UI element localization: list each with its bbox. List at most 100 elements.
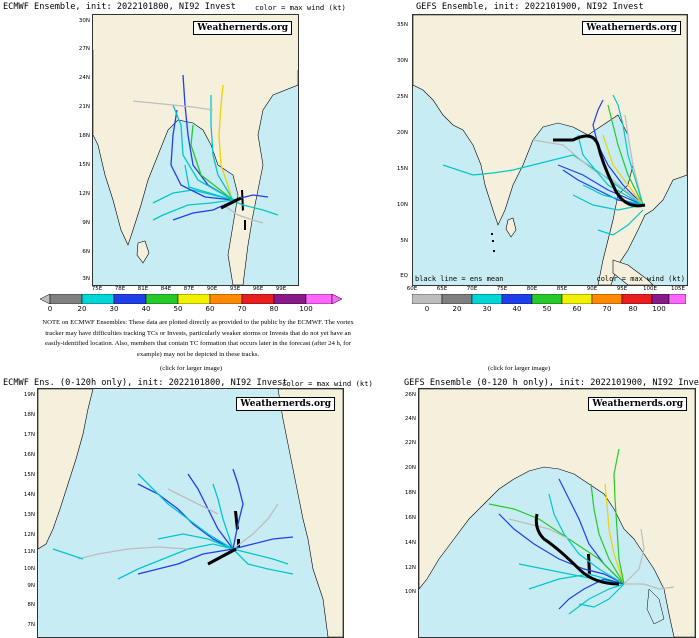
cb-tick: 70: [602, 305, 612, 313]
cb-tick: 100: [299, 305, 313, 313]
cb-tick: 20: [452, 305, 462, 313]
lat-label: 30N: [78, 18, 90, 24]
lat-label: 18N: [23, 412, 35, 418]
gefs-legend-wind: color = max wind (kt): [596, 275, 685, 283]
lat-label: 17N: [23, 432, 35, 438]
lat-label: 5N: [400, 238, 408, 244]
lon-label: 99E: [275, 286, 287, 292]
gefs120-watermark: Weathernerds.org: [588, 397, 687, 411]
lat-label: 13N: [23, 512, 35, 518]
cb-tick: 70: [237, 305, 247, 313]
ecmwf120-panel-title: ECMWF Ens. (0-120h only), init: 20221018…: [3, 378, 288, 388]
ecmwf-watermark: Weathernerds.org: [193, 21, 292, 35]
lon-label: 70E: [466, 286, 478, 292]
ecmwf-wind-note: color = max wind (kt): [255, 3, 346, 12]
cb-tick: 40: [512, 305, 522, 313]
lat-label: 24N: [78, 75, 90, 81]
gefs-120h-panel[interactable]: GEFS Ensemble (0-120 h only), init: 2022…: [382, 376, 699, 638]
gefs-map: Weathernerds.org black line = ens mean c…: [412, 14, 688, 286]
lat-label: 18N: [404, 490, 416, 496]
lon-label: 75E: [91, 286, 103, 292]
lon-label: 100E: [643, 286, 657, 292]
cb-tick: 30: [482, 305, 492, 313]
ecmwf-120h-panel[interactable]: ECMWF Ens. (0-120h only), init: 20221018…: [0, 376, 380, 638]
cb-tick: 20: [77, 305, 87, 313]
click-larger-gefs[interactable]: (click for larger image): [488, 365, 551, 372]
gefs120-panel-title: GEFS Ensemble (0-120 h only), init: 2022…: [404, 378, 699, 388]
lat-label: 10N: [404, 589, 416, 595]
lon-label: 81E: [137, 286, 149, 292]
click-larger-ecmwf[interactable]: (click for larger image): [160, 365, 223, 372]
lat-label: 15N: [23, 472, 35, 478]
lat-label: 12N: [404, 565, 416, 571]
ecmwf120-wind-note: color = max wind (kt): [282, 379, 373, 388]
lat-label: 27N: [78, 46, 90, 52]
cb-tick: 60: [205, 305, 215, 313]
lat-label: 22N: [404, 440, 416, 446]
lat-label: 10N: [23, 566, 35, 572]
cb-tick: 0: [424, 305, 430, 313]
lat-label: 12N: [78, 191, 90, 197]
lat-label: 18N: [78, 133, 90, 139]
cb-tick: 80: [269, 305, 279, 313]
gefs-watermark: Weathernerds.org: [582, 21, 681, 35]
lon-label: 90E: [206, 286, 218, 292]
lat-label: 26N: [404, 392, 416, 398]
cb-tick: 60: [572, 305, 582, 313]
lon-label: 80E: [526, 286, 538, 292]
ecmwf-colorbar: [40, 294, 342, 304]
lat-label: 9N: [27, 583, 35, 589]
ecmwf120-map: Weathernerds.org: [37, 388, 344, 638]
ecmwf-panel-title: ECMWF Ensemble, init: 2022101800, NI92 I…: [3, 2, 236, 12]
lon-label: 65E: [436, 286, 448, 292]
lat-label: EQ: [400, 273, 408, 279]
lon-label: 85E: [556, 286, 568, 292]
lon-label: 90E: [586, 286, 598, 292]
gefs120-map: Weathernerds.org: [418, 388, 696, 638]
gefs-legend-mean: black line = ens mean: [415, 275, 504, 283]
lon-label: 75E: [496, 286, 508, 292]
lon-label: 96E: [252, 286, 264, 292]
lat-label: 11N: [23, 549, 35, 555]
lat-label: 24N: [404, 416, 416, 422]
ecmwf-note: NOTE on ECMWF Ensembles: These data are …: [42, 319, 354, 358]
ecmwf-map: Weathernerds.org: [92, 14, 299, 286]
lat-label: 21N: [78, 104, 90, 110]
cb-tick: 0: [47, 305, 53, 313]
ecmwf-ensemble-panel[interactable]: ECMWF Ensemble, init: 2022101800, NI92 I…: [0, 0, 346, 316]
cb-tick: 50: [542, 305, 552, 313]
lon-label: 93E: [229, 286, 241, 292]
gefs-colorbar: [412, 294, 686, 304]
lat-label: 3N: [82, 276, 90, 282]
cb-tick: 30: [109, 305, 119, 313]
lat-label: 9N: [82, 220, 90, 226]
cb-tick: 100: [652, 305, 666, 313]
lat-label: 7N: [27, 622, 35, 628]
lat-label: 35N: [396, 22, 408, 28]
cb-tick: 40: [141, 305, 151, 313]
cb-tick: 80: [628, 305, 638, 313]
lat-label: 6N: [82, 249, 90, 255]
lat-label: 12N: [23, 532, 35, 538]
lat-label: 19N: [23, 392, 35, 398]
lon-label: 105E: [671, 286, 685, 292]
lat-label: 30N: [396, 58, 408, 64]
cb-tick: 50: [173, 305, 183, 313]
lon-label: 84E: [160, 286, 172, 292]
lat-label: 8N: [27, 602, 35, 608]
lat-label: 20N: [404, 465, 416, 471]
lat-label: 15N: [396, 166, 408, 172]
lat-label: 20N: [396, 130, 408, 136]
lat-label: 14N: [23, 492, 35, 498]
lat-label: 16N: [23, 452, 35, 458]
lon-label: 60E: [406, 286, 418, 292]
gefs-panel-title: GEFS Ensemble, init: 2022101900, NI92 In…: [416, 2, 644, 12]
gefs-ensemble-panel[interactable]: GEFS Ensemble, init: 2022101900, NI92 In…: [366, 0, 699, 316]
lat-label: 25N: [396, 94, 408, 100]
lon-label: 95E: [616, 286, 628, 292]
lat-label: 14N: [404, 540, 416, 546]
lat-label: 10N: [396, 202, 408, 208]
lat-label: 15N: [78, 162, 90, 168]
lat-label: 16N: [404, 515, 416, 521]
ecmwf120-watermark: Weathernerds.org: [236, 397, 335, 411]
